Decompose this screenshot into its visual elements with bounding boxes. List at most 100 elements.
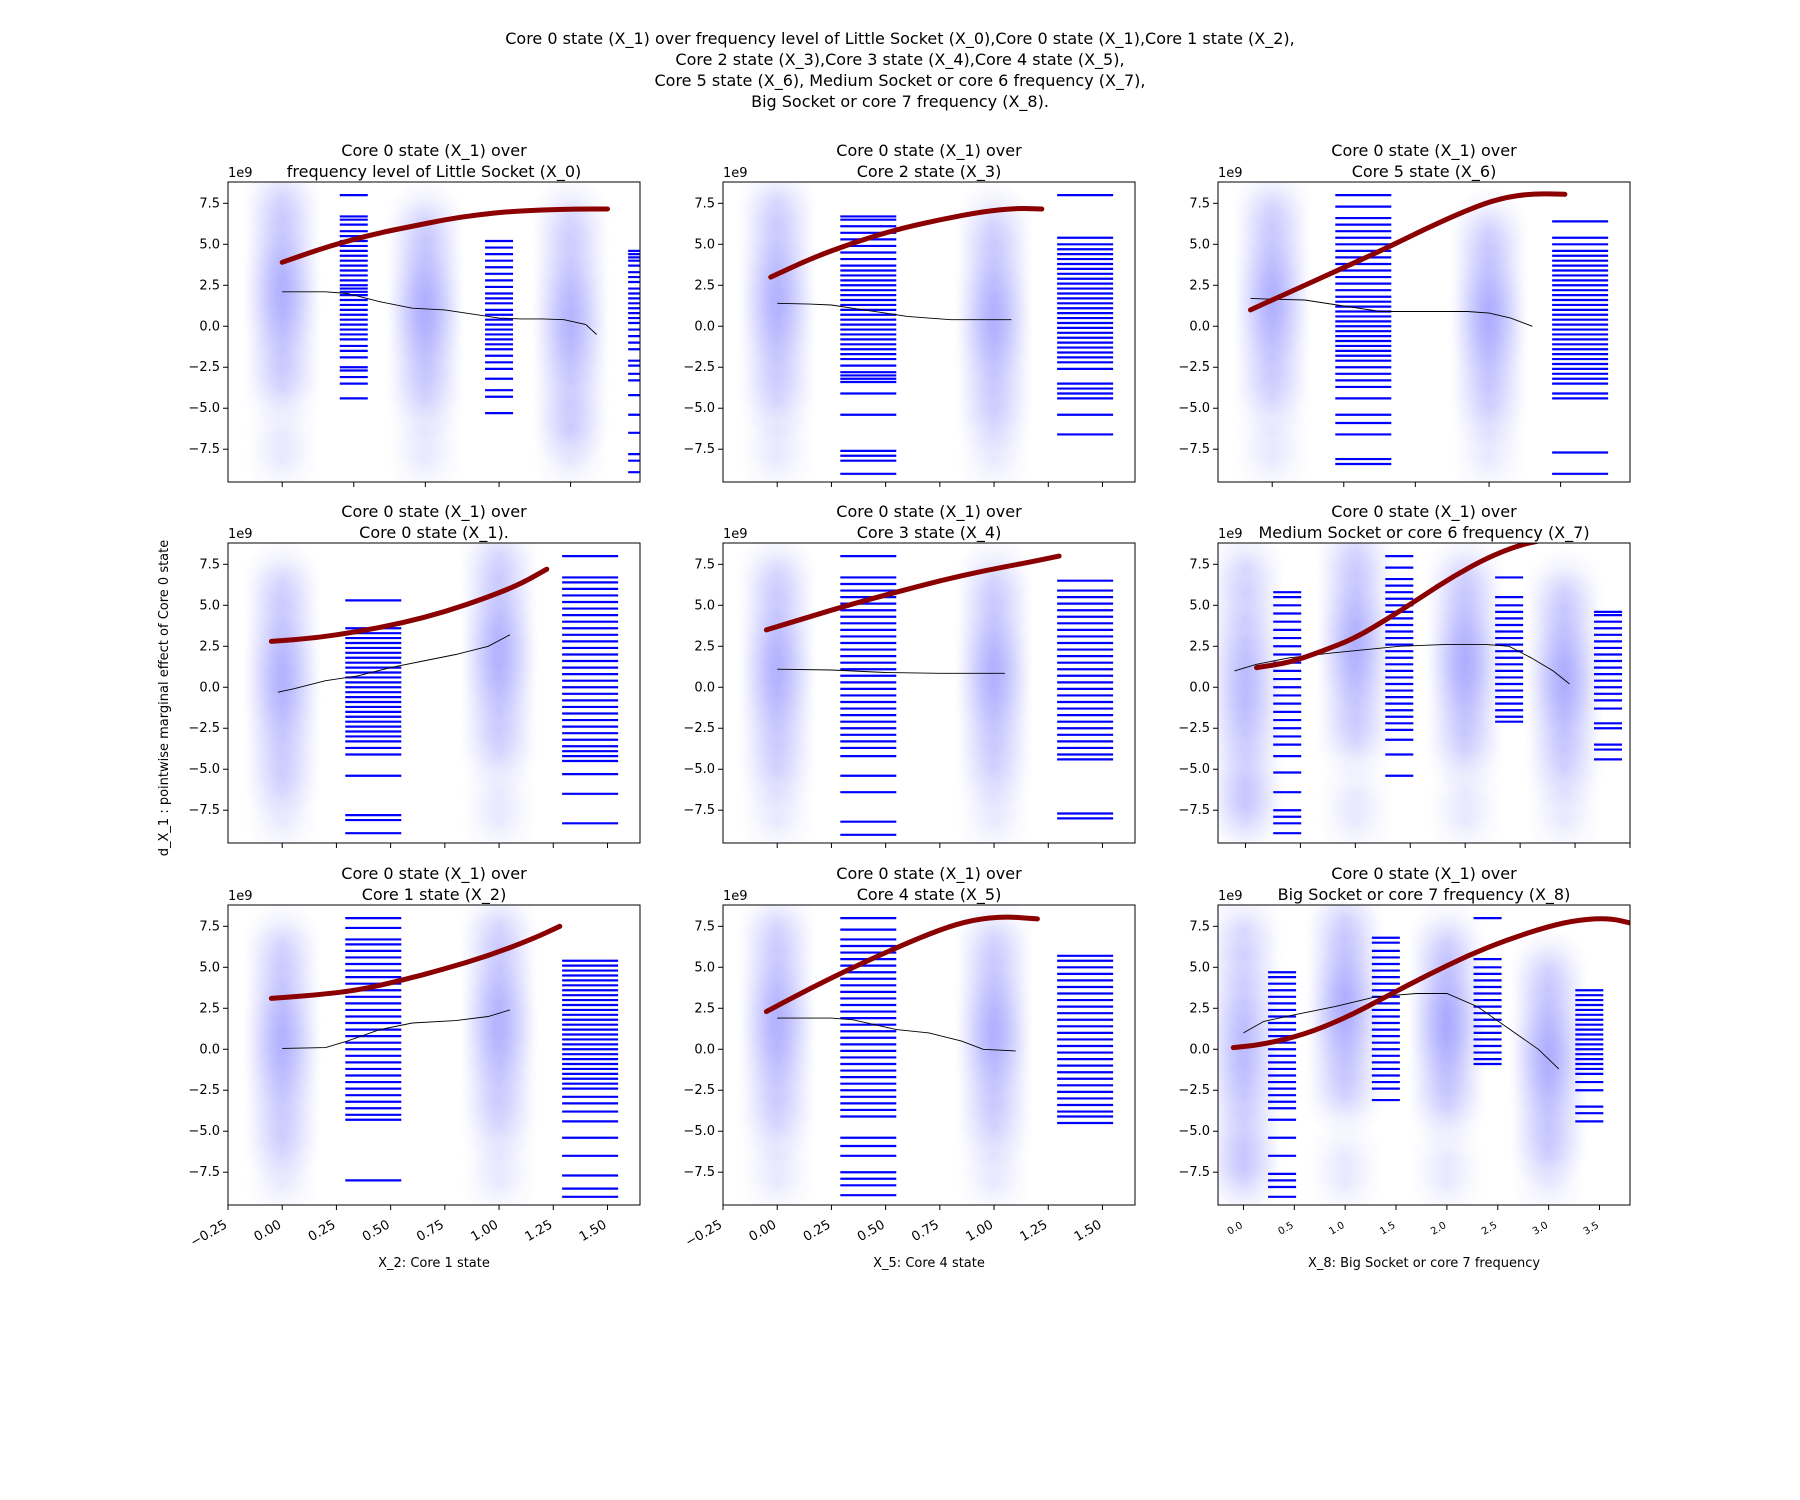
density-cloud (1305, 1055, 1386, 1140)
y-tick-label: −5.0 (188, 401, 220, 416)
y-tick-label: −5.0 (683, 762, 715, 777)
y-tick-label: 5.0 (694, 598, 715, 613)
density-clouds (737, 182, 1035, 482)
y-tick-label: −2.5 (683, 1083, 715, 1098)
y-tick-label: 5.0 (1189, 237, 1210, 252)
y-tick-label: 0.0 (1189, 1042, 1210, 1057)
mean-effect-line (777, 302, 1012, 321)
plot-area (1232, 182, 1609, 482)
y-axis: −7.5 −5.0 −2.5 0.0 2.5 5.0 7.5 (1178, 196, 1218, 457)
density-cloud (1526, 755, 1603, 832)
mean-effect-line (1243, 993, 1560, 1070)
x-axis (1271, 482, 1562, 487)
x-tick-label: 0.75 (414, 1217, 447, 1244)
subplot-title-line-2: Medium Socket or core 6 frequency (X_7) (1258, 523, 1589, 543)
rug-bars (345, 555, 619, 835)
subplot-title-line-2: Core 5 state (X_6) (1352, 162, 1497, 182)
density-clouds (737, 905, 1035, 1205)
density-cloud (461, 1117, 538, 1194)
density-cloud (954, 543, 1035, 621)
density-clouds (1232, 182, 1530, 482)
y-axis: −7.5 −5.0 −2.5 0.0 2.5 5.0 7.5 (1178, 557, 1218, 818)
density-cloud (956, 755, 1033, 832)
x-tick-label: 0.75 (909, 1217, 942, 1244)
y-tick-label: 2.5 (199, 1001, 220, 1016)
x-tick-label: 1.25 (1018, 1217, 1051, 1244)
density-cloud (737, 905, 818, 969)
x-tick-label: 1.0 (1327, 1220, 1346, 1237)
density-cloud (244, 1117, 321, 1194)
rug-bars (840, 917, 1114, 1197)
density-cloud (954, 182, 1035, 265)
trend-curve (1254, 543, 1542, 671)
subplot-title-line-2: Big Socket or core 7 frequency (X_8) (1278, 885, 1571, 905)
x-tick-label: 0.0 (1226, 1220, 1245, 1237)
density-clouds (1218, 543, 1605, 843)
density-cloud (1406, 905, 1487, 984)
y-tick-label: 5.0 (199, 598, 220, 613)
x-axis: 0.0 0.5 1.0 1.5 2.0 2.5 3.0 3.5 (1226, 1205, 1601, 1238)
y-tick-label: −2.5 (683, 721, 715, 736)
x-axis: −0.25 0.00 0.25 0.50 0.75 1.00 1.25 1.50 (683, 1205, 1104, 1250)
y-tick-label: −7.5 (683, 1165, 715, 1180)
trend-curve (279, 206, 610, 265)
suptitle-line-2: Core 2 state (X_3),Core 3 state (X_4),Co… (675, 50, 1124, 70)
y-tick-label: 0.0 (694, 1042, 715, 1057)
density-cloud (1451, 394, 1528, 471)
x-tick-label: 2.5 (1480, 1220, 1499, 1237)
y-tick-label: 7.5 (1189, 557, 1210, 572)
trend-curve (1248, 191, 1568, 313)
plot-area (1218, 543, 1623, 843)
y-tick-label: −7.5 (188, 1165, 220, 1180)
x-tick-label: 1.00 (468, 1217, 501, 1244)
x-tick-label: 2.0 (1429, 1220, 1448, 1237)
density-cloud (739, 755, 816, 832)
y-axis: −7.5 −5.0 −2.5 0.0 2.5 5.0 7.5 (1178, 919, 1218, 1180)
y-exponent-label: 1e9 (723, 166, 748, 181)
density-cloud (1317, 755, 1394, 832)
plot-frame (227, 181, 641, 483)
y-tick-label: −5.0 (1178, 401, 1210, 416)
y-axis: −7.5 −5.0 −2.5 0.0 2.5 5.0 7.5 (188, 557, 228, 818)
y-exponent-label: 1e9 (228, 889, 253, 904)
plot-frame (722, 542, 1136, 844)
y-tick-label: 2.5 (694, 278, 715, 293)
y-axis: −7.5 −5.0 −2.5 0.0 2.5 5.0 7.5 (683, 196, 723, 457)
y-tick-label: 2.5 (1189, 639, 1210, 654)
subplot-title-line-1: Core 0 state (X_1) over (341, 141, 527, 161)
y-tick-label: 2.5 (694, 639, 715, 654)
density-cloud (244, 755, 321, 832)
y-tick-label: −5.0 (188, 1124, 220, 1139)
y-tick-label: 7.5 (199, 196, 220, 211)
subplot-title-line-1: Core 0 state (X_1) over (836, 864, 1022, 884)
density-cloud (242, 543, 323, 623)
density-clouds (242, 905, 540, 1205)
y-exponent-label: 1e9 (1218, 527, 1243, 542)
y-tick-label: −2.5 (1178, 721, 1210, 736)
y-tick-label: 7.5 (1189, 919, 1210, 934)
y-tick-label: −7.5 (1178, 442, 1210, 457)
y-tick-label: 0.0 (1189, 319, 1210, 334)
x-axis (281, 843, 608, 848)
density-cloud (1508, 926, 1589, 1011)
plot-area (242, 182, 640, 482)
x-tick-label: 0.00 (252, 1217, 285, 1244)
y-tick-label: −5.0 (1178, 1124, 1210, 1139)
density-cloud (459, 905, 540, 969)
y-tick-label: 7.5 (694, 196, 715, 211)
y-tick-label: −2.5 (188, 721, 220, 736)
subplot-title-line-1: Core 0 state (X_1) over (341, 502, 527, 522)
y-tick-label: 5.0 (1189, 960, 1210, 975)
mean-effect-line (777, 668, 1005, 674)
x-tick-label: 1.50 (577, 1217, 610, 1244)
y-tick-label: 0.0 (1189, 680, 1210, 695)
y-tick-label: 2.5 (199, 639, 220, 654)
plot-area (1218, 905, 1630, 1205)
y-tick-label: −5.0 (188, 762, 220, 777)
y-tick-label: 5.0 (694, 960, 715, 975)
x-tick-label: 0.50 (360, 1217, 393, 1244)
x-axis (1244, 843, 1631, 848)
density-cloud (1232, 182, 1313, 249)
